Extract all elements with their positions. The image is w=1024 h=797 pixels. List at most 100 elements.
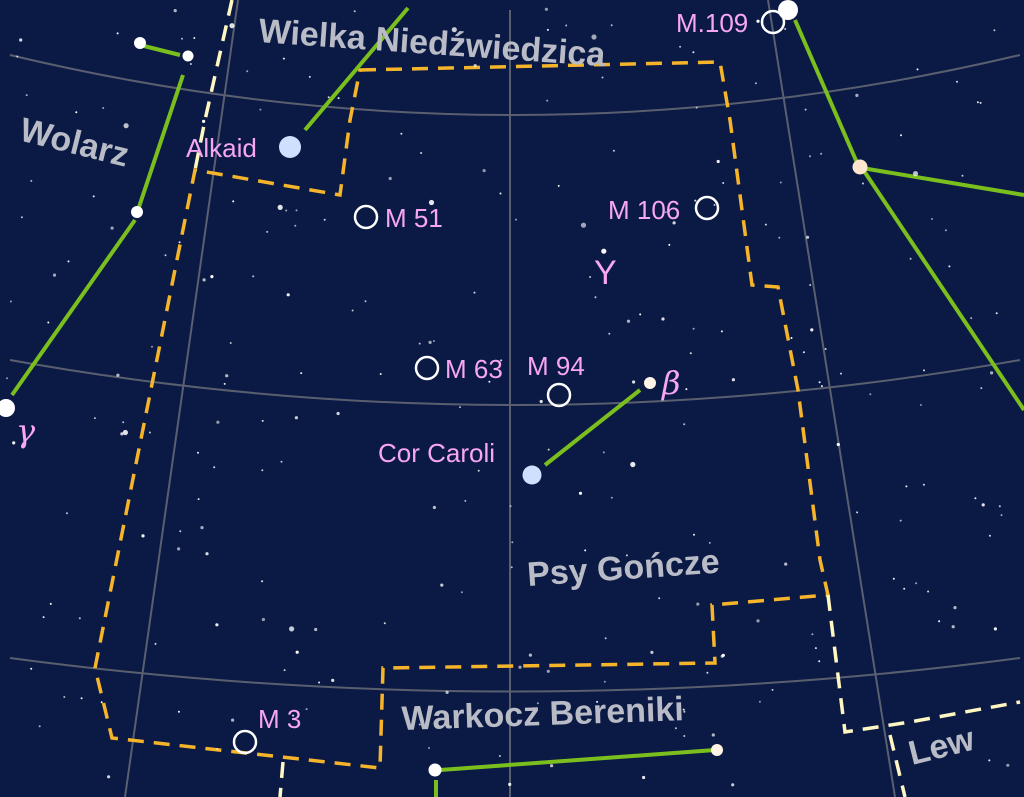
coma-star-1 [428, 763, 442, 777]
background-star [20, 216, 23, 219]
m51-marker [353, 204, 379, 230]
background-star [511, 541, 514, 544]
background-star [711, 733, 715, 737]
background-star [148, 431, 151, 434]
bootes-star-2 [134, 37, 146, 49]
background-star [12, 441, 16, 445]
coma-star-2 [711, 744, 723, 756]
background-star [708, 541, 711, 544]
background-star [953, 606, 957, 610]
background-star [400, 132, 403, 135]
background-star [477, 469, 480, 472]
ursa-major-star-1 [778, 0, 798, 20]
background-star [499, 192, 502, 195]
cor-caroli-label: Cor Caroli [378, 438, 495, 468]
background-star [993, 29, 996, 32]
background-star [855, 93, 859, 97]
background-star [123, 123, 129, 129]
background-star [122, 429, 128, 436]
background-star [610, 496, 613, 499]
background-star [202, 278, 206, 282]
background-star [668, 243, 671, 246]
background-star [993, 627, 998, 631]
background-star [181, 37, 183, 40]
background-star [720, 330, 723, 333]
background-star [331, 678, 335, 683]
m109-marker [760, 9, 786, 35]
cor-caroli-star [522, 465, 542, 485]
background-star [178, 241, 181, 244]
background-star [579, 572, 582, 575]
background-star [584, 549, 587, 552]
background-star [840, 372, 842, 375]
background-star [283, 669, 286, 672]
background-star [225, 374, 229, 378]
background-star [995, 312, 998, 315]
background-star [869, 393, 872, 396]
background-star [38, 725, 41, 728]
background-star [200, 526, 204, 530]
background-star [305, 708, 308, 711]
background-star [100, 701, 103, 704]
background-star [177, 710, 180, 713]
background-star [578, 491, 583, 495]
background-star [695, 106, 698, 109]
background-star [546, 28, 549, 31]
background-star [639, 313, 642, 316]
background-star [778, 236, 781, 239]
background-star [779, 181, 782, 184]
background-star [229, 342, 232, 344]
background-star [464, 499, 467, 502]
background-star [539, 399, 543, 404]
background-star [295, 209, 298, 212]
background-star [608, 332, 611, 335]
m109-label: M.109 [676, 8, 748, 38]
background-star [811, 633, 814, 636]
background-star [116, 32, 119, 35]
background-star [683, 710, 686, 713]
background-star [820, 152, 823, 155]
background-star [601, 76, 604, 79]
background-star [693, 533, 695, 536]
background-star [909, 257, 912, 260]
background-star [9, 300, 12, 303]
background-star [713, 204, 716, 206]
background-star [550, 764, 554, 768]
background-star [836, 442, 840, 447]
background-star [337, 97, 340, 100]
bootes-star-1 [131, 206, 143, 218]
background-star [75, 111, 78, 114]
m63-marker [414, 355, 440, 381]
m106-marker [694, 195, 720, 221]
background-star [295, 650, 299, 654]
background-star [974, 497, 977, 500]
background-star [814, 647, 817, 650]
background-star [282, 57, 285, 60]
background-star [544, 7, 549, 11]
background-star [764, 223, 767, 226]
ursa-major-star-2 [852, 159, 868, 175]
background-star [603, 680, 606, 683]
background-star [510, 566, 513, 569]
background-star [6, 377, 8, 380]
background-star [232, 200, 235, 203]
background-star [52, 273, 57, 277]
background-star [674, 727, 677, 730]
background-star [351, 309, 354, 312]
m51-label: M 51 [385, 203, 443, 233]
background-star [642, 775, 646, 780]
background-star [47, 321, 50, 324]
m106-label: M 106 [608, 195, 680, 225]
background-star [809, 155, 811, 158]
background-star [459, 406, 461, 409]
background-star [292, 714, 295, 717]
background-star [784, 562, 788, 566]
background-star [445, 690, 449, 695]
background-star [231, 718, 235, 722]
background-star [173, 9, 177, 13]
background-star [383, 622, 386, 625]
background-star [122, 421, 125, 424]
background-star [802, 351, 805, 354]
background-star [806, 235, 810, 239]
